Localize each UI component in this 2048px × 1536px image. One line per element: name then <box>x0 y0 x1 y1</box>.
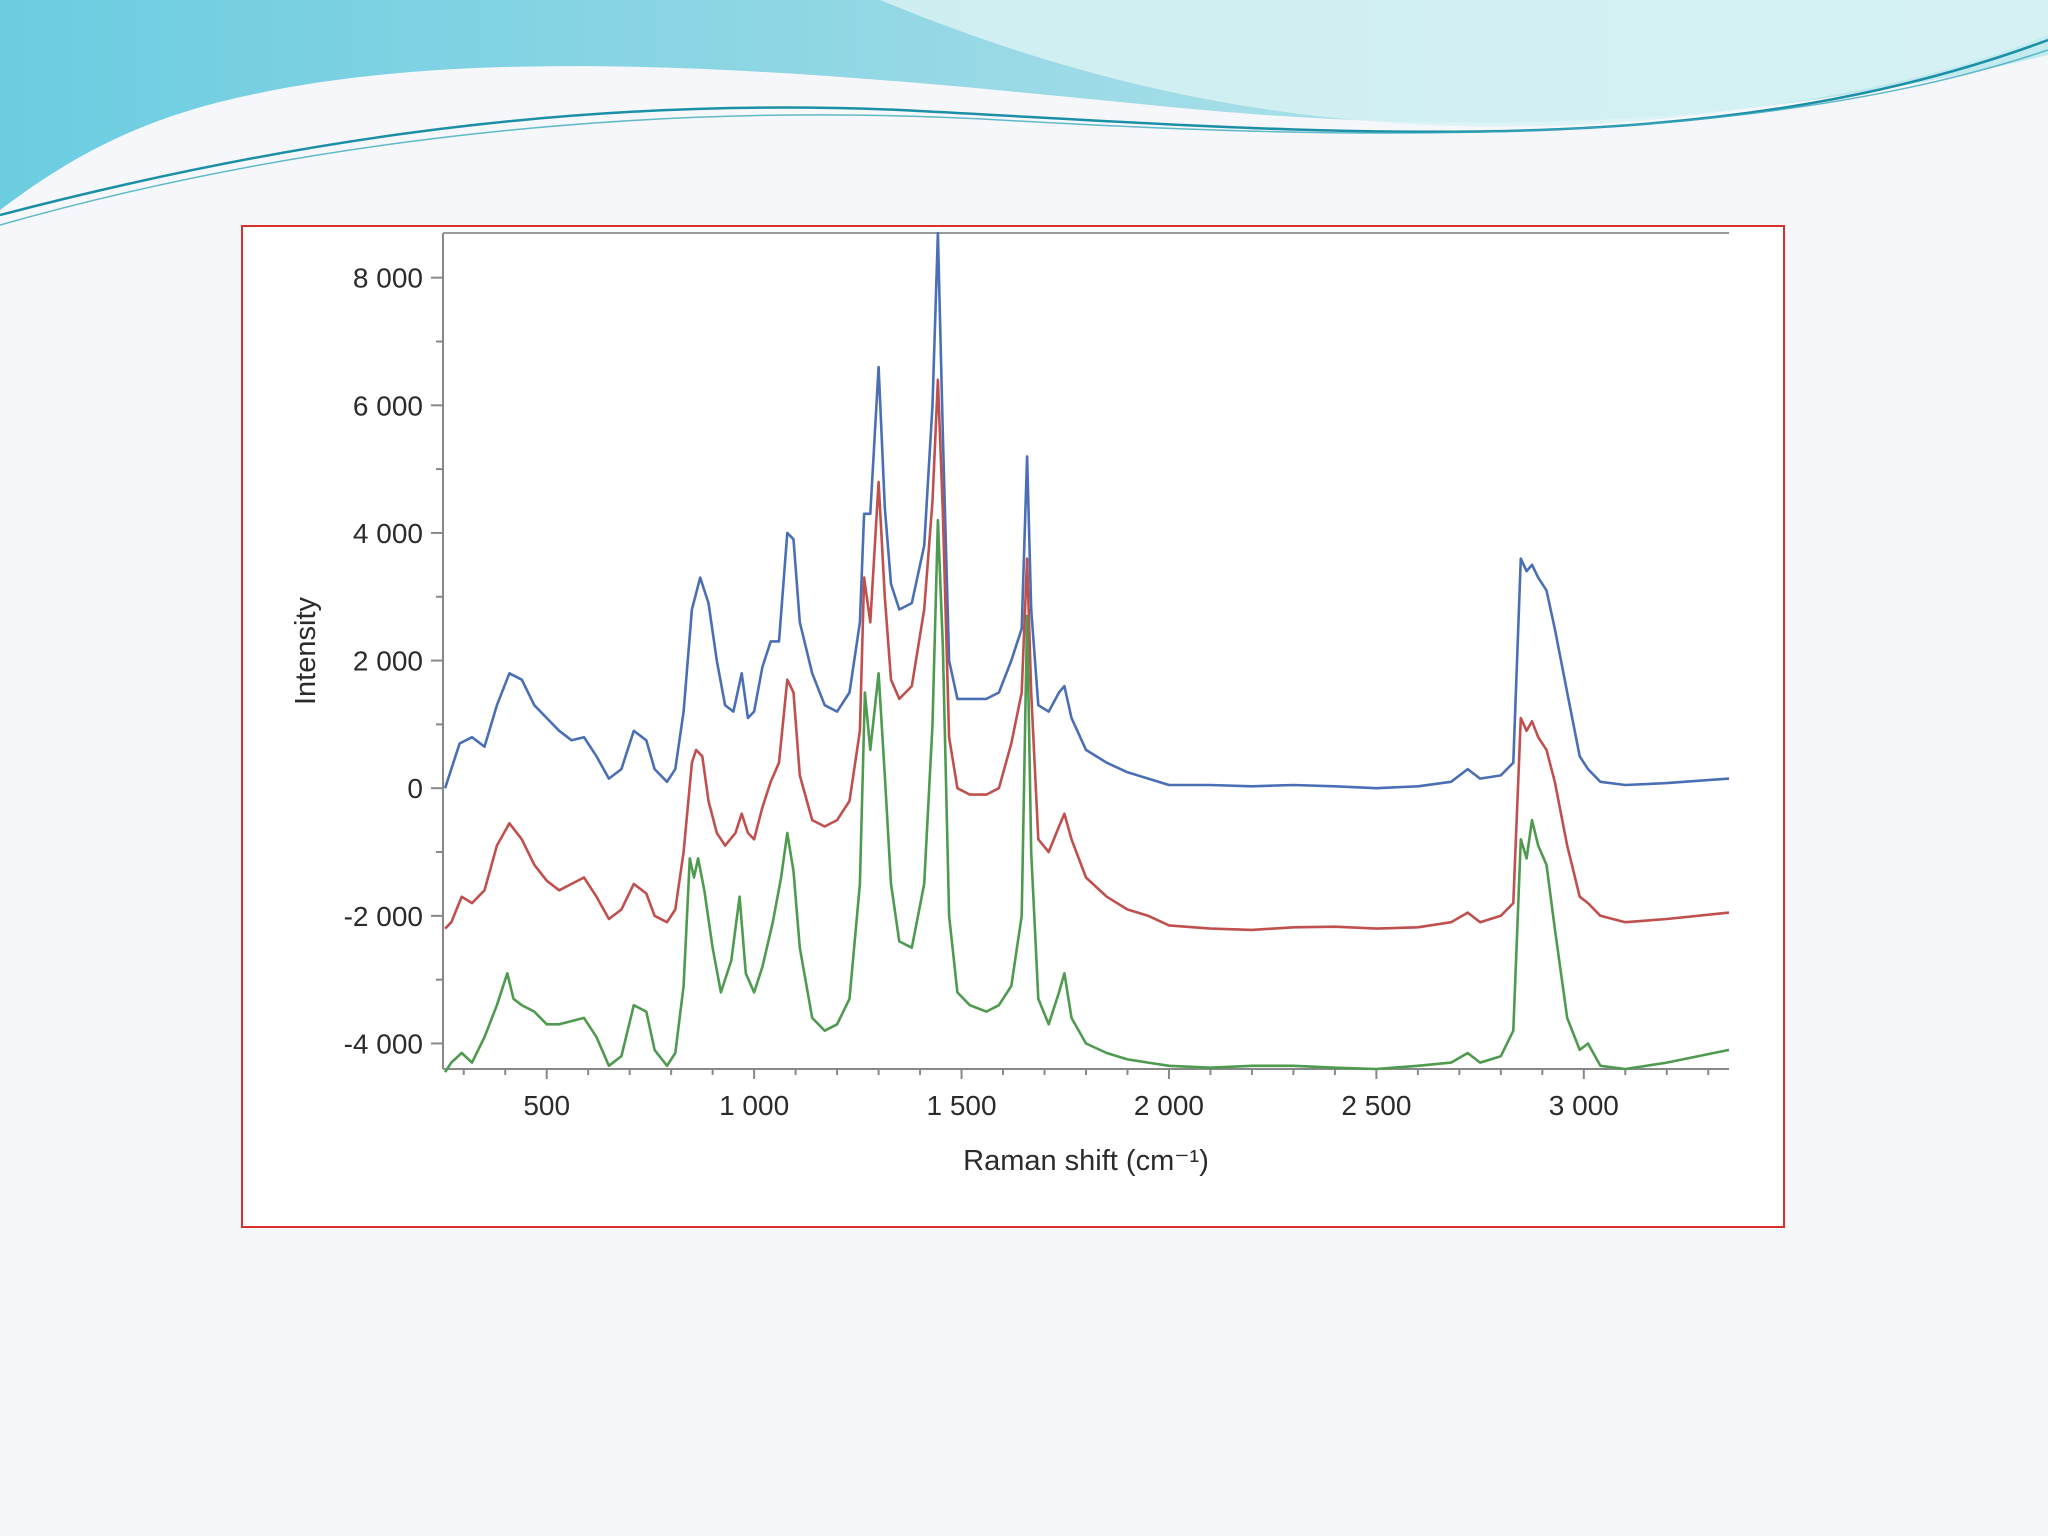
series-group <box>443 231 1730 1073</box>
wave-banner-decoration <box>0 0 2048 226</box>
chart-axes <box>442 232 1729 1070</box>
spectrum-line-1 <box>443 231 1730 790</box>
y-tick-label: -2 000 <box>344 901 423 932</box>
x-tick-label: 2 000 <box>1134 1090 1204 1121</box>
x-axis-title: Raman shift (cm⁻¹) <box>963 1145 1209 1177</box>
x-tick-label: 500 <box>523 1090 570 1121</box>
raman-spectra-chart: 500 1 000 1 500 2 000 2 500 3 000 8 000 6 000 4 … <box>290 231 1730 1177</box>
y-tick-label: 8 000 <box>353 263 423 294</box>
figure-frame: 500 1 000 1 500 2 000 2 500 3 000 8 000 6 000 4 … <box>241 225 1785 1228</box>
spectrum-line-2 <box>444 378 1730 932</box>
spectrum-line-3 <box>444 518 1730 1073</box>
y-tick-label: 4 000 <box>353 518 423 549</box>
x-tick-label: 1 500 <box>927 1090 997 1121</box>
x-tick-label: 3 000 <box>1549 1090 1619 1121</box>
y-axis-title: Intensity <box>290 597 322 705</box>
x-tick-label: 2 500 <box>1341 1090 1411 1121</box>
axis-ticks: 500 1 000 1 500 2 000 2 500 3 000 8 000 6 000 4 … <box>344 263 1710 1121</box>
x-tick-label: 1 000 <box>719 1090 789 1121</box>
y-tick-label: 0 <box>407 773 423 804</box>
y-tick-label: -4 000 <box>344 1028 423 1059</box>
y-tick-label: 6 000 <box>353 390 423 421</box>
y-tick-label: 2 000 <box>353 646 423 677</box>
